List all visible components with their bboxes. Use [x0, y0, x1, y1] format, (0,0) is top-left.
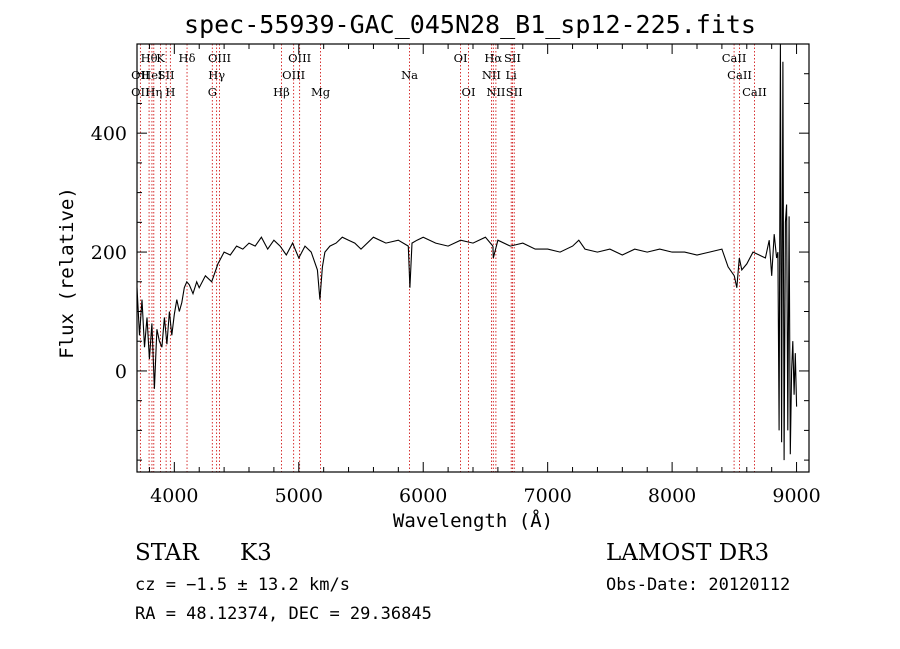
- line-label: OI: [454, 51, 468, 65]
- line-label: CaII: [722, 51, 747, 65]
- line-label: Hβ: [273, 85, 290, 99]
- emission-line-markers: [139, 44, 755, 472]
- x-tick-label: 6000: [399, 485, 447, 507]
- line-label: H: [165, 85, 175, 99]
- redshift-velocity: cz = −1.5 ± 13.2 km/s: [135, 575, 350, 595]
- line-label: CaII: [742, 85, 767, 99]
- line-label: Hα: [484, 51, 502, 65]
- x-tick-label: 7000: [523, 485, 571, 507]
- plot-frame: [136, 43, 810, 473]
- line-label: NII: [486, 85, 505, 99]
- x-tick-label: 5000: [275, 485, 323, 507]
- chart-title: spec-55939-GAC_045N28_B1_sp12-225.fits: [184, 10, 756, 39]
- y-tick-label: 200: [91, 242, 127, 264]
- line-label: OI: [462, 85, 476, 99]
- line-label: SII: [504, 51, 521, 65]
- line-label: SII: [506, 85, 523, 99]
- object-subclass: K3: [240, 540, 272, 566]
- line-label: OII: [131, 85, 150, 99]
- y-axis-label: Flux (relative): [56, 187, 78, 359]
- line-label: Hγ: [208, 68, 225, 82]
- line-label: Na: [401, 68, 418, 82]
- line-label: G: [208, 85, 217, 99]
- line-label: Mg: [311, 85, 331, 99]
- line-label: OIII: [282, 68, 305, 82]
- x-tick-label: 8000: [648, 485, 696, 507]
- plot-axes: 4000 5000 6000 7000 8000 9000 0 200 400: [91, 43, 821, 507]
- object-class: STAR: [135, 540, 199, 566]
- line-label: Hη: [145, 85, 162, 99]
- line-label: CaII: [727, 68, 752, 82]
- y-tick-label: 0: [115, 361, 127, 383]
- observation-date: Obs-Date: 20120112: [606, 575, 791, 595]
- x-axis-label: Wavelength (Å): [392, 510, 554, 532]
- survey-name: LAMOST DR3: [606, 540, 770, 566]
- y-tick-label: 400: [91, 123, 127, 145]
- y-axis-label-wrap: Flux (relative): [51, 173, 83, 373]
- line-label: Hδ: [179, 51, 196, 65]
- spectrum-series-line: [136, 43, 798, 461]
- line-label: SII: [158, 68, 175, 82]
- line-label: OII: [131, 68, 150, 82]
- line-label: OIII: [288, 51, 311, 65]
- line-label: Li: [506, 68, 518, 82]
- x-tick-label: 9000: [772, 485, 820, 507]
- line-label: Hθ: [141, 51, 158, 65]
- line-label: K: [156, 51, 165, 65]
- line-label: NII: [482, 68, 501, 82]
- line-label: OIII: [208, 51, 231, 65]
- x-tick-label: 4000: [150, 485, 198, 507]
- line-label: HeI: [141, 68, 162, 82]
- coordinates-ra-dec: RA = 48.12374, DEC = 29.36845: [135, 604, 432, 624]
